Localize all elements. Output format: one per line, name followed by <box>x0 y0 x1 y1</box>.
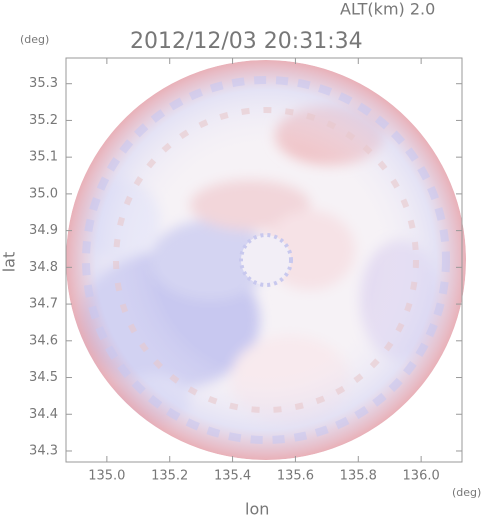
y-unit: (deg) <box>20 33 49 46</box>
timestamp: 2012/12/03 20:31:34 <box>130 29 363 54</box>
y-tick-label: 35.0 <box>29 186 58 201</box>
x-tick-label: 135.2 <box>151 469 188 484</box>
y-tick-label: 34.3 <box>29 443 58 458</box>
x-unit: (deg) <box>452 486 481 499</box>
y-tick-label: 35.1 <box>29 150 58 165</box>
y-tick-label: 34.9 <box>29 223 58 238</box>
altitude-label: ALT(km) 2.0 <box>340 0 435 19</box>
x-tick-label: 135.0 <box>88 469 125 484</box>
y-tick-label: 34.4 <box>29 407 58 422</box>
y-tick-label: 34.5 <box>29 370 58 385</box>
y-tick-label: 34.6 <box>29 333 58 348</box>
y-tick-label: 35.3 <box>29 76 58 91</box>
y-axis-label: lat <box>0 252 19 273</box>
x-axis-label: lon <box>245 500 269 519</box>
y-tick-label: 34.7 <box>29 297 58 312</box>
y-tick-label: 35.2 <box>29 113 58 128</box>
x-tick-label: 136.0 <box>403 469 440 484</box>
plot-frame <box>65 57 463 463</box>
y-tick-label: 34.8 <box>29 260 58 275</box>
x-tick-label: 135.6 <box>277 469 314 484</box>
x-tick-label: 135.4 <box>214 469 251 484</box>
velocity-field <box>66 60 466 460</box>
x-tick-label: 135.8 <box>340 469 377 484</box>
